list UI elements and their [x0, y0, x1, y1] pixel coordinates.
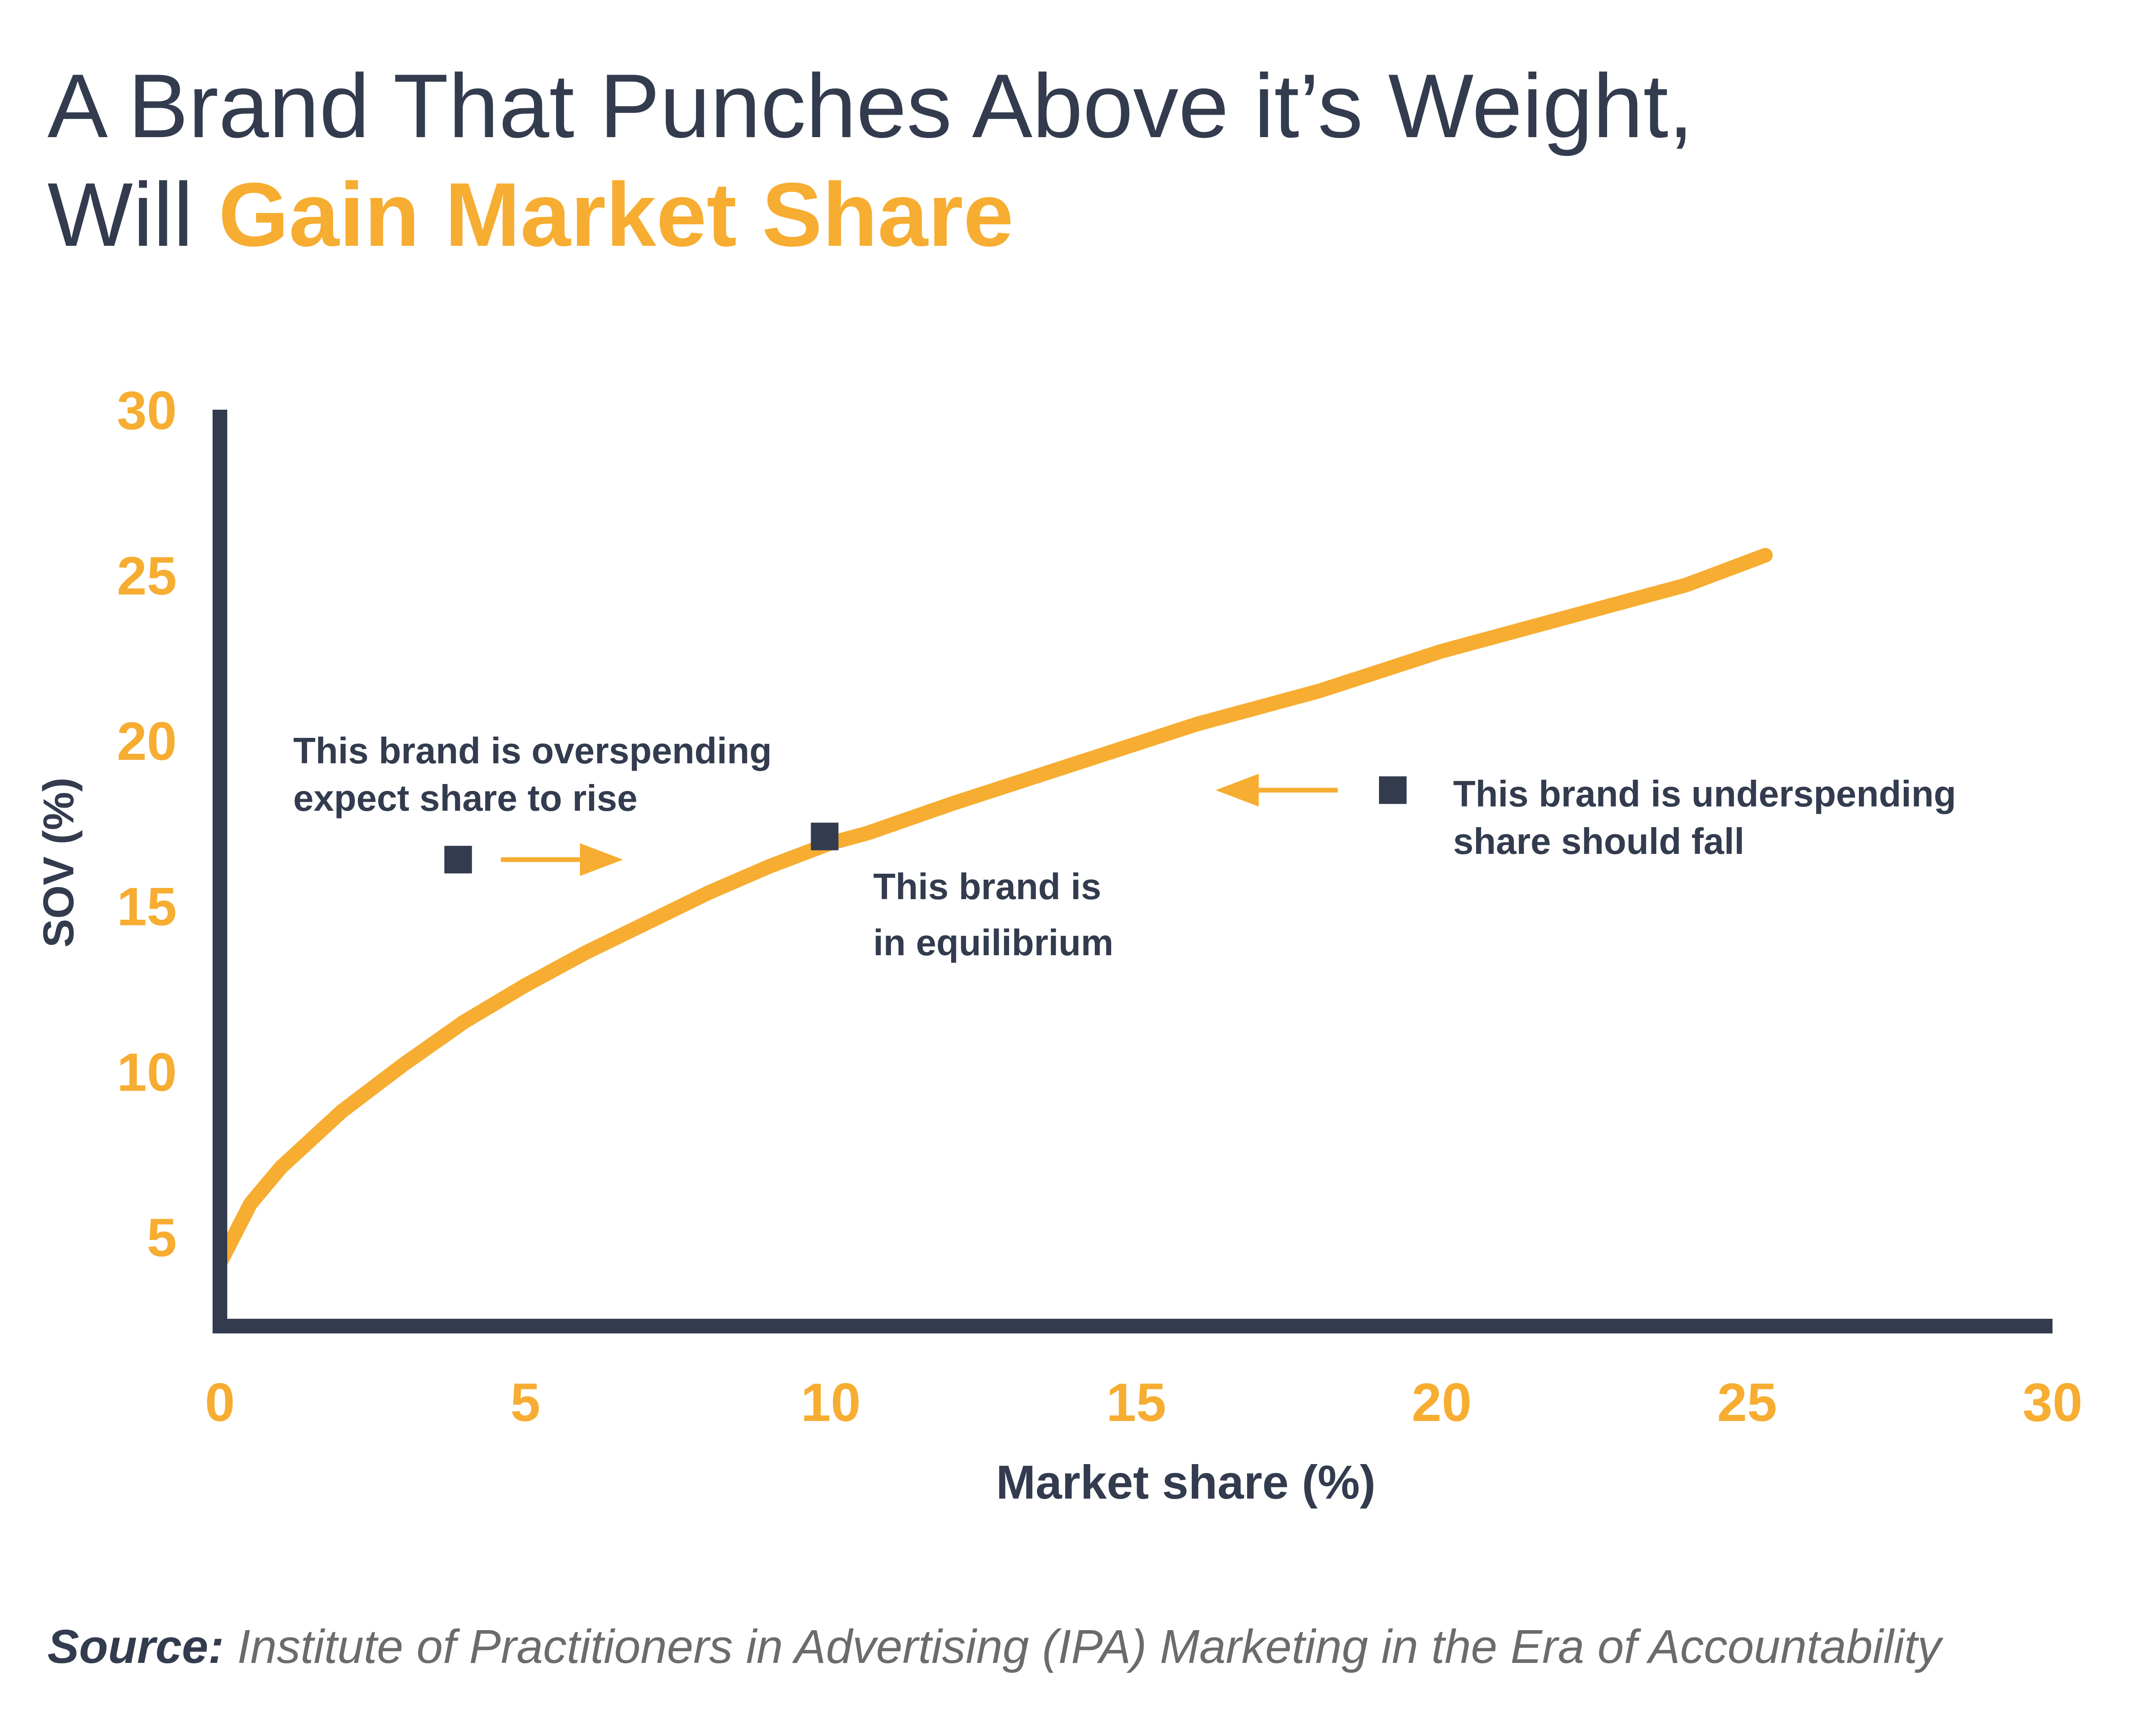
brand-marker — [1379, 776, 1407, 804]
y-tick-label: 25 — [117, 546, 177, 606]
title-line-2-highlight: Gain Market Share — [218, 164, 1014, 265]
annotation-text: This brand is overspending — [293, 731, 772, 772]
y-tick-label: 20 — [117, 712, 177, 772]
source-label: Source: — [47, 1620, 224, 1673]
x-tick-label: 5 — [511, 1373, 541, 1433]
x-tick-label: 15 — [1106, 1373, 1166, 1433]
direction-arrow-head — [1216, 774, 1259, 807]
title-line-2-prefix: Will — [47, 164, 219, 265]
x-tick-label: 0 — [205, 1373, 235, 1433]
source-text: Institute of Practitioners in Advertisin… — [224, 1620, 1941, 1673]
sov-curve — [213, 548, 1773, 1271]
x-tick-label: 20 — [1412, 1373, 1472, 1433]
x-axis-title: Market share (%) — [996, 1456, 1376, 1509]
annotation-text: expect share to rise — [293, 778, 637, 819]
sov-market-share-chart: 0 5 10 15 20 25 30 5 10 15 20 25 30 Market share (%) S… — [34, 381, 2083, 1509]
direction-arrow-head — [580, 843, 623, 876]
y-tick-label: 5 — [147, 1208, 177, 1268]
y-tick-label: 30 — [117, 381, 177, 441]
annotation-text: This brand is underspending — [1453, 774, 1956, 815]
x-tick-label: 25 — [1717, 1373, 1777, 1433]
annotation-text: share should fall — [1453, 821, 1744, 862]
y-axis-title: SOV (%) — [34, 778, 83, 947]
x-tick-label: 30 — [2022, 1373, 2082, 1433]
y-tick-label: 10 — [117, 1042, 177, 1102]
x-tick-label: 10 — [801, 1373, 861, 1433]
annotation-text: in equilibrium — [873, 922, 1113, 963]
title-line-1: A Brand That Punches Above it’s Weight, — [47, 55, 1694, 157]
y-tick-label: 15 — [117, 877, 177, 937]
brand-marker — [444, 846, 472, 874]
source-note: Source: Institute of Practitioners in Ad… — [47, 1619, 1941, 1674]
brand-marker — [811, 822, 839, 850]
page-title: A Brand That Punches Above it’s Weight, … — [47, 52, 2156, 269]
annotation-text: This brand is — [873, 866, 1101, 907]
